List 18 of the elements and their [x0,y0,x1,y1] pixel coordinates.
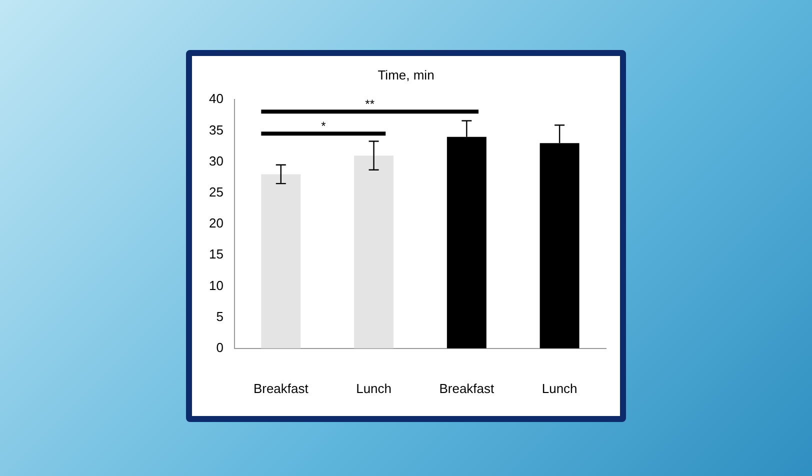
x-tick-label: Lunch [542,380,578,396]
y-tick-label: 0 [216,340,224,355]
chart-title: Time, min [378,67,434,82]
y-tick-label: 35 [208,122,224,138]
y-tick-label: 30 [208,153,224,168]
annotation: * [321,118,326,133]
x-tick-label: Breakfast [439,380,495,396]
y-tick-label: 25 [208,184,224,200]
x-tick-label: Lunch [356,380,392,396]
y-tick-label: 10 [208,278,224,293]
y-tick-label: 40 [208,91,224,106]
annotation: ** [365,96,375,111]
bar [261,174,301,348]
bar [354,156,394,348]
y-tick-label: 15 [208,246,224,262]
x-tick-label: Breakfast [253,380,309,396]
y-tick-label: 5 [216,308,224,324]
y-tick-label: 20 [208,216,224,231]
